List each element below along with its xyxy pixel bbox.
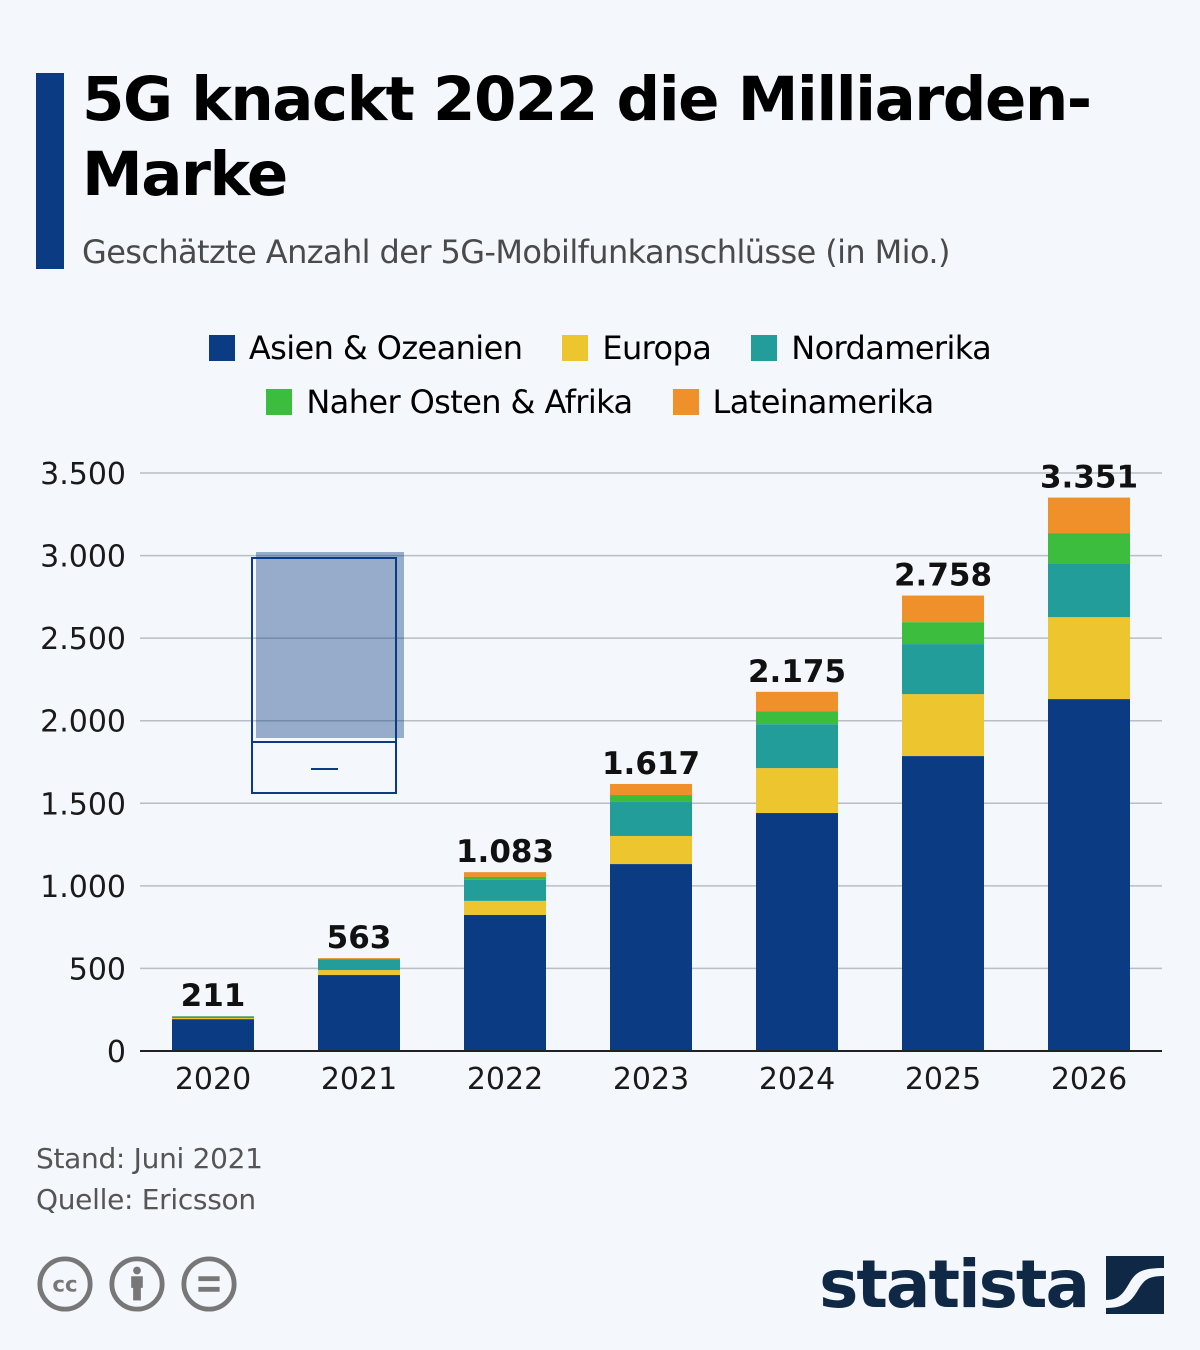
bar-segment bbox=[756, 691, 838, 712]
legend-label-nordamerika: Nordamerika bbox=[791, 329, 992, 367]
bar-segment bbox=[902, 644, 984, 695]
chart-subtitle: Geschätzte Anzahl der 5G-Mobilfunkanschl… bbox=[82, 233, 950, 271]
no-derivatives-icon[interactable] bbox=[180, 1255, 238, 1313]
x-tick-label: 2022 bbox=[467, 1062, 543, 1097]
y-tick-label: 1.000 bbox=[40, 870, 126, 905]
bar-segment bbox=[318, 958, 400, 961]
legend-item-europa: Europa bbox=[562, 328, 712, 368]
minus-icon[interactable] bbox=[311, 768, 338, 770]
bar-segment bbox=[172, 1017, 254, 1020]
y-tick-label: 2.000 bbox=[40, 705, 126, 740]
legend-swatch-europa bbox=[562, 335, 589, 361]
total-label: 563 bbox=[327, 920, 392, 956]
license-icons: cc bbox=[36, 1255, 238, 1313]
bar-segment bbox=[318, 975, 400, 1051]
bar-segment bbox=[610, 864, 692, 1051]
total-label: 2.758 bbox=[894, 558, 992, 594]
x-axis-ticks: 2020 2021 2022 2023 2024 2025 2026 bbox=[175, 1062, 1127, 1097]
y-axis-ticks: 0 500 1.000 1.500 2.000 2.500 3.000 3.500 bbox=[40, 457, 126, 1070]
legend-item-lateinamerika: Lateinamerika bbox=[672, 382, 935, 422]
legend-label-naher-osten: Naher Osten & Afrika bbox=[306, 383, 633, 421]
cc-icon[interactable]: cc bbox=[36, 1255, 94, 1313]
total-label: 2.175 bbox=[748, 654, 846, 690]
x-tick-label: 2023 bbox=[613, 1062, 689, 1097]
selection-shade bbox=[256, 552, 404, 738]
legend-label-lateinamerika: Lateinamerika bbox=[712, 383, 935, 421]
bar-segment bbox=[318, 970, 400, 976]
y-tick-label: 3.500 bbox=[40, 457, 126, 492]
bar-segment bbox=[464, 914, 546, 1051]
x-tick-label: 2026 bbox=[1051, 1062, 1127, 1097]
source-note: Quelle: Ericsson bbox=[36, 1183, 256, 1216]
legend-label-asien: Asien & Ozeanien bbox=[248, 329, 523, 367]
legend-row-1: Asien & Ozeanien Europa Nordamerika bbox=[208, 328, 992, 368]
legend-item-naher-osten: Naher Osten & Afrika bbox=[266, 382, 633, 422]
chart-title: 5G knackt 2022 die Milliarden-Marke bbox=[82, 64, 1092, 210]
legend-item-nordamerika: Nordamerika bbox=[751, 328, 992, 368]
bar-segment bbox=[464, 900, 546, 915]
stand-note: Stand: Juni 2021 bbox=[36, 1142, 263, 1175]
x-tick-label: 2024 bbox=[759, 1062, 835, 1097]
total-label: 211 bbox=[181, 978, 246, 1014]
bar-segment bbox=[318, 960, 400, 971]
y-tick-label: 500 bbox=[69, 952, 126, 987]
legend-swatch-asien bbox=[208, 335, 235, 361]
bar-segment bbox=[172, 1016, 254, 1018]
selection-divider bbox=[251, 741, 397, 743]
bar-segment bbox=[756, 768, 838, 814]
bar-segment bbox=[902, 622, 984, 645]
total-label: 1.617 bbox=[602, 746, 700, 782]
total-label: 3.351 bbox=[1040, 460, 1138, 496]
bar-segment bbox=[1048, 617, 1130, 700]
bar-segment bbox=[902, 756, 984, 1051]
bar-segment bbox=[1048, 699, 1130, 1051]
bar-segment bbox=[1048, 533, 1130, 564]
bar-segment bbox=[610, 783, 692, 796]
bar-segment bbox=[610, 801, 692, 836]
title-accent-bar bbox=[36, 73, 64, 269]
bar-segment bbox=[464, 876, 546, 880]
y-tick-label: 0 bbox=[107, 1035, 126, 1070]
bar-segment bbox=[1048, 497, 1130, 534]
bar-segment bbox=[610, 795, 692, 802]
bar-segment bbox=[464, 879, 546, 901]
y-tick-label: 3.000 bbox=[40, 540, 126, 575]
bar-segment bbox=[756, 711, 838, 725]
svg-text:cc: cc bbox=[52, 1273, 77, 1298]
total-labels: 211 563 1.083 1.617 2.175 2.758 3.351 bbox=[181, 460, 1138, 1015]
bar-segment bbox=[902, 694, 984, 757]
legend-item-asien: Asien & Ozeanien bbox=[208, 328, 523, 368]
bar-segment bbox=[1048, 563, 1130, 618]
bar-segment bbox=[172, 1019, 254, 1051]
x-tick-label: 2025 bbox=[905, 1062, 981, 1097]
bar-segment bbox=[902, 595, 984, 623]
bar-segment bbox=[756, 724, 838, 769]
selection-box[interactable] bbox=[251, 557, 397, 794]
bar-segment bbox=[610, 835, 692, 865]
legend: Asien & Ozeanien Europa Nordamerika Nahe… bbox=[0, 328, 1200, 422]
bar-segment bbox=[318, 958, 400, 959]
legend-row-2: Naher Osten & Afrika Lateinamerika bbox=[266, 382, 935, 422]
statista-logo-icon bbox=[1106, 1256, 1164, 1314]
legend-swatch-naher-osten bbox=[266, 389, 293, 415]
attribution-icon[interactable] bbox=[108, 1255, 166, 1313]
stacked-bar-chart: 0 500 1.000 1.500 2.000 2.500 3.000 3.500 211 56… bbox=[40, 457, 1162, 1097]
legend-swatch-lateinamerika bbox=[672, 389, 699, 415]
x-tick-label: 2020 bbox=[175, 1062, 251, 1097]
bar-segment bbox=[464, 872, 546, 877]
x-tick-label: 2021 bbox=[321, 1062, 397, 1097]
legend-swatch-nordamerika bbox=[751, 335, 778, 361]
y-tick-label: 1.500 bbox=[40, 787, 126, 822]
bar-segment bbox=[756, 813, 838, 1051]
y-tick-label: 2.500 bbox=[40, 622, 126, 657]
statista-logo[interactable]: statista bbox=[819, 1252, 1164, 1318]
legend-label-europa: Europa bbox=[602, 329, 712, 367]
total-label: 1.083 bbox=[456, 834, 554, 870]
brand-name: statista bbox=[819, 1246, 1090, 1323]
bars bbox=[172, 497, 1130, 1051]
